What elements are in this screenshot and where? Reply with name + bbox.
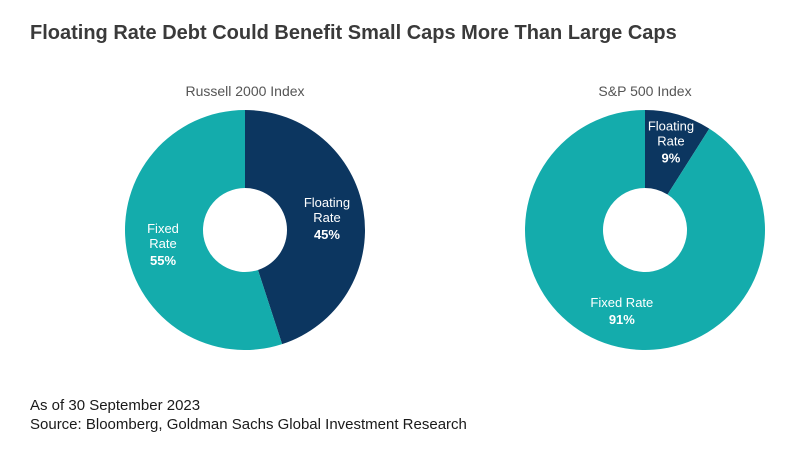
slice-label-floating: Rate <box>657 134 684 149</box>
donut-slice-floating <box>645 110 710 195</box>
donut-title: S&P 500 Index <box>598 83 691 99</box>
date-note: As of 30 September 2023 <box>30 397 201 414</box>
slice-value-fixed: 91% <box>609 312 635 327</box>
donut-chart-1: Russell 2000 IndexFloatingRate45%FixedRa… <box>124 83 365 350</box>
slice-label-fixed: Rate <box>149 236 176 251</box>
slice-value-floating: 9% <box>662 151 681 166</box>
chart-title: Floating Rate Debt Could Benefit Small C… <box>30 22 677 44</box>
slice-label-fixed: Fixed Rate <box>590 295 653 310</box>
donut-slice-fixed <box>124 110 283 350</box>
slice-label-floating: Floating <box>304 195 350 210</box>
slice-label-fixed: Fixed <box>147 221 179 236</box>
footer: As of 30 September 2023 Source: Bloomber… <box>30 396 467 434</box>
slice-label-floating: Rate <box>313 210 340 225</box>
slice-value-fixed: 55% <box>150 253 176 268</box>
slice-label-floating: Floating <box>648 119 694 134</box>
donut-slice-floating <box>245 110 365 345</box>
donut-title: Russell 2000 Index <box>185 83 304 99</box>
slice-value-floating: 45% <box>314 227 340 242</box>
source-note: Source: Bloomberg, Goldman Sachs Global … <box>30 416 467 433</box>
donut-slice-fixed <box>525 110 765 351</box>
